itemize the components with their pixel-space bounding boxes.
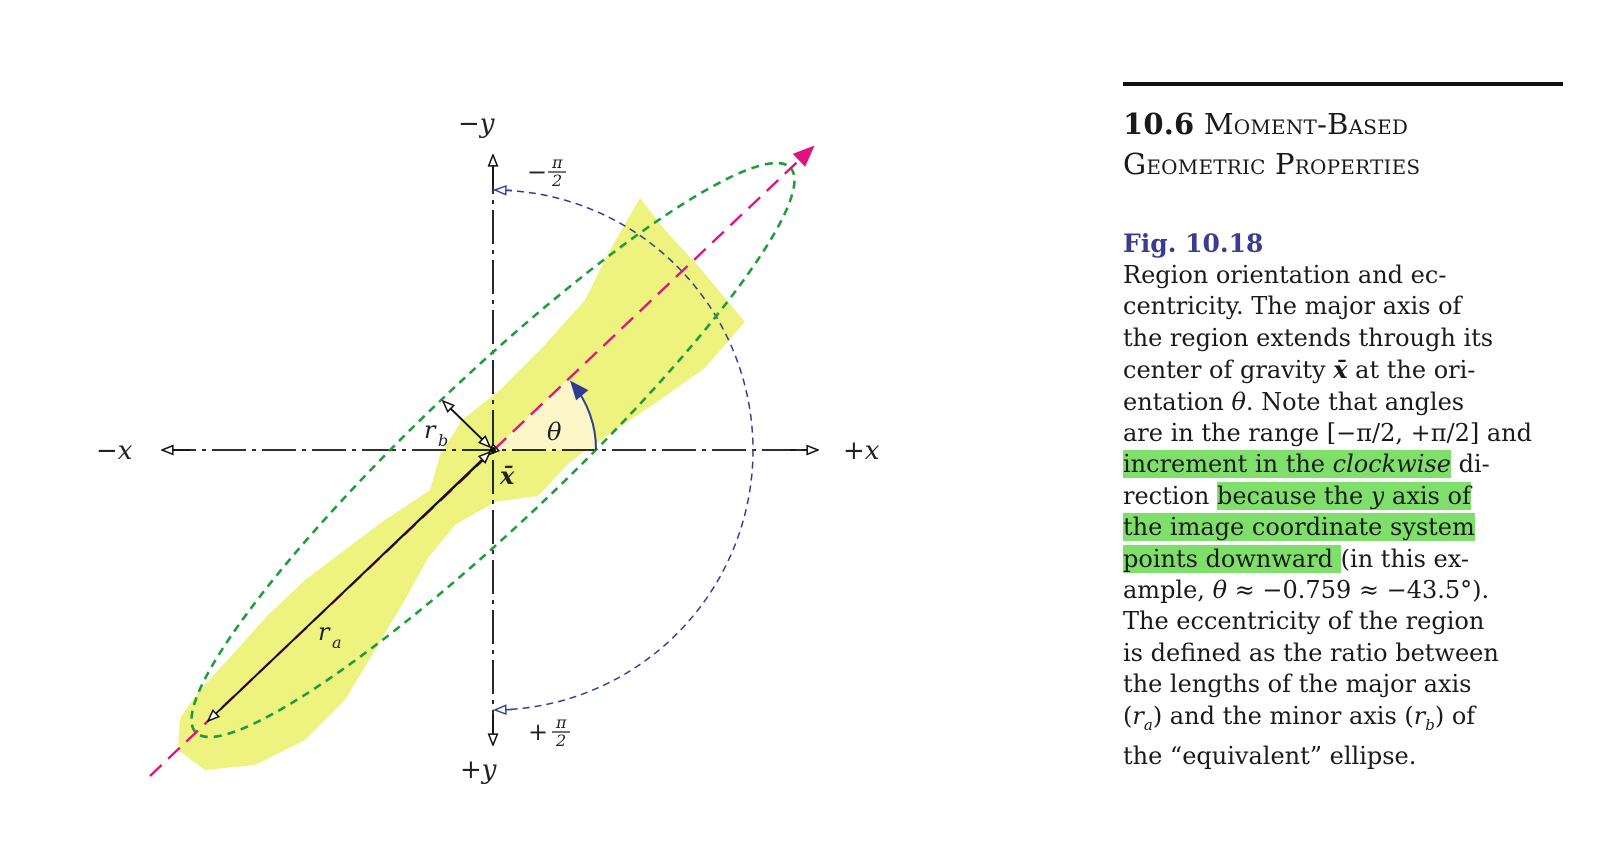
caption-text: the “equivalent” ellipse.: [1123, 741, 1417, 770]
caption-line: the image coordinate system: [1123, 512, 1563, 543]
minus-y-label: −y: [458, 109, 495, 139]
caption-line: are in the range [−π/2, +π/2] and: [1123, 418, 1563, 449]
centroid-point: [490, 447, 496, 453]
top-rule: [1123, 82, 1563, 86]
caption-text: . Note that angles: [1245, 387, 1465, 416]
highlighted-text: points downward: [1123, 544, 1341, 573]
section-title-line1: Moment-Based: [1203, 107, 1409, 141]
theta-label: θ: [547, 418, 562, 446]
minus-pi-half-label: − π 2: [527, 153, 566, 190]
svg-text:2: 2: [551, 171, 562, 190]
caption-text: at the ori-: [1347, 356, 1476, 385]
svg-text:a: a: [332, 633, 342, 652]
caption-line: rection because the y axis of: [1123, 481, 1563, 512]
svg-text:2: 2: [555, 731, 566, 750]
caption-text: The eccentricity of the region: [1123, 607, 1485, 636]
caption-line: increment in the clockwise di-: [1123, 449, 1563, 480]
caption-text: the region extends through its: [1123, 323, 1494, 352]
caption-line: Region orientation and ec-: [1123, 260, 1563, 291]
caption-text: entation: [1123, 387, 1232, 416]
plus-pi-half-label: + π 2: [528, 713, 570, 750]
orientation-diagram: −y +y −x +x − π 2 + π 2 θ x̄ r a r b: [96, 109, 880, 785]
caption-text: θ: [1212, 576, 1228, 605]
caption-text: b: [1425, 715, 1435, 734]
plus-x-label: +x: [843, 436, 880, 466]
caption-text: ≈ −0.759 ≈ −43.5°).: [1227, 576, 1490, 605]
caption-text: is defined as the ratio between: [1123, 638, 1499, 667]
section-number: 10.6: [1123, 107, 1195, 141]
svg-text:π: π: [551, 153, 563, 172]
highlighted-text: clockwise: [1332, 450, 1451, 479]
caption-text: r: [1132, 701, 1144, 730]
caption-text: Region orientation and ec-: [1123, 261, 1447, 289]
rb-label: r b: [424, 416, 448, 450]
caption-text: ) and the minor axis (: [1152, 701, 1414, 730]
svg-text:r: r: [318, 618, 331, 646]
figure-label: Fig. 10.18: [1123, 229, 1264, 258]
caption-text: di-: [1450, 450, 1490, 479]
caption-line: is defined as the ratio between: [1123, 638, 1563, 669]
angle-range-arc: [492, 189, 754, 711]
highlighted-text: axis of: [1384, 481, 1471, 510]
highlighted-text: because the: [1216, 481, 1371, 510]
caption-text: the lengths of the major axis: [1123, 670, 1472, 699]
centroid-label: x̄: [499, 461, 515, 490]
caption-text: (in this ex-: [1340, 544, 1469, 573]
caption-line: ample, θ ≈ −0.759 ≈ −43.5°).: [1123, 575, 1563, 606]
highlighted-text: the image coordinate system: [1123, 513, 1475, 542]
arc-top-arrow: [495, 190, 513, 191]
region-shape: [178, 198, 745, 770]
section-title-line2: Geometric Properties: [1123, 147, 1421, 181]
caption-line: The eccentricity of the region: [1123, 606, 1563, 637]
ra-arrow-back: [219, 452, 490, 711]
caption-text: ) of: [1434, 701, 1476, 730]
caption-text: a: [1143, 715, 1153, 734]
theta-arc-arrow: [569, 380, 598, 451]
caption-text: ample,: [1123, 576, 1213, 605]
caption-text: (: [1123, 701, 1133, 730]
caption-text: centricity. The major axis of: [1123, 292, 1462, 321]
plus-y-label: +y: [460, 755, 497, 785]
highlighted-text: y: [1370, 481, 1385, 510]
figure-caption: Region orientation and ec-centricity. Th…: [1123, 260, 1563, 772]
rb-arrow-back: [449, 407, 490, 447]
caption-line: (ra) and the minor axis (rb) of: [1123, 701, 1563, 741]
highlighted-text: increment in the: [1123, 450, 1333, 479]
arc-bottom-arrow: [495, 710, 513, 711]
caption-line: center of gravity x̄ at the ori-: [1123, 354, 1563, 386]
caption-line: centricity. The major axis of: [1123, 291, 1563, 322]
svg-text:r: r: [424, 416, 437, 444]
svg-text:−: −: [527, 158, 547, 186]
svg-text:b: b: [438, 431, 448, 450]
caption-line: the lengths of the major axis: [1123, 669, 1563, 700]
caption-line: entation θ. Note that angles: [1123, 387, 1563, 418]
caption-line: the “equivalent” ellipse.: [1123, 741, 1563, 772]
caption-text: are in the range [−π/2, +π/2] and: [1123, 419, 1532, 448]
svg-text:+: +: [528, 718, 548, 746]
caption-text: rection: [1123, 481, 1217, 510]
caption-line: the region extends through its: [1123, 323, 1563, 354]
section-title: 10.6 Moment-Based Geometric Properties: [1123, 104, 1563, 184]
figure-10-18: −y +y −x +x − π 2 + π 2 θ x̄ r a r b: [96, 109, 880, 785]
caption-text: r: [1413, 701, 1426, 730]
minus-x-label: −x: [96, 436, 133, 466]
ra-label: r a: [318, 618, 342, 652]
caption-text: center of gravity: [1123, 356, 1334, 385]
caption-text: x̄: [1333, 355, 1348, 385]
caption-text: θ: [1231, 387, 1246, 416]
caption-line: points downward (in this ex-: [1123, 544, 1563, 575]
svg-text:π: π: [555, 713, 567, 732]
caption-sidebar: 10.6 Moment-Based Geometric Properties F…: [1123, 82, 1563, 772]
